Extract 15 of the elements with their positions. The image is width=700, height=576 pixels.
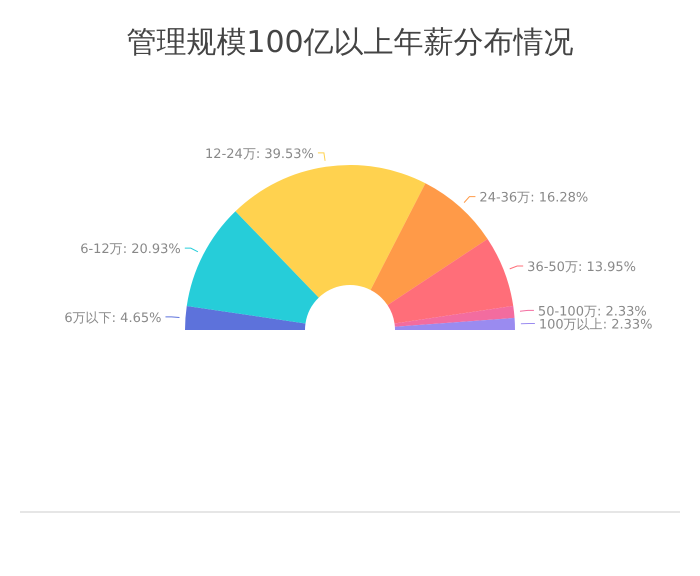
data-label: : 20.93% — [122, 242, 181, 258]
slice-label: 12-24万 — [205, 146, 256, 162]
chart-title: 管理规模100亿以上年薪分布情况 — [126, 25, 574, 60]
data-label: : 2.33% — [596, 304, 647, 320]
data-label: : 16.28% — [530, 190, 588, 206]
data-label: : 4.65% — [112, 310, 162, 326]
data-label: : 2.33% — [602, 317, 653, 332]
slice-label: 50-100万 — [538, 304, 597, 320]
slice-label: 36-50万 — [527, 260, 578, 276]
slice-label: 6-12万 — [80, 242, 123, 258]
data-label: : 13.95% — [578, 260, 636, 276]
data-label: : 39.53% — [256, 146, 314, 162]
slice-label: 6万以下 — [64, 310, 112, 326]
slice-label: 100万以上 — [538, 317, 603, 332]
slice-label: 24-36万 — [479, 190, 530, 206]
